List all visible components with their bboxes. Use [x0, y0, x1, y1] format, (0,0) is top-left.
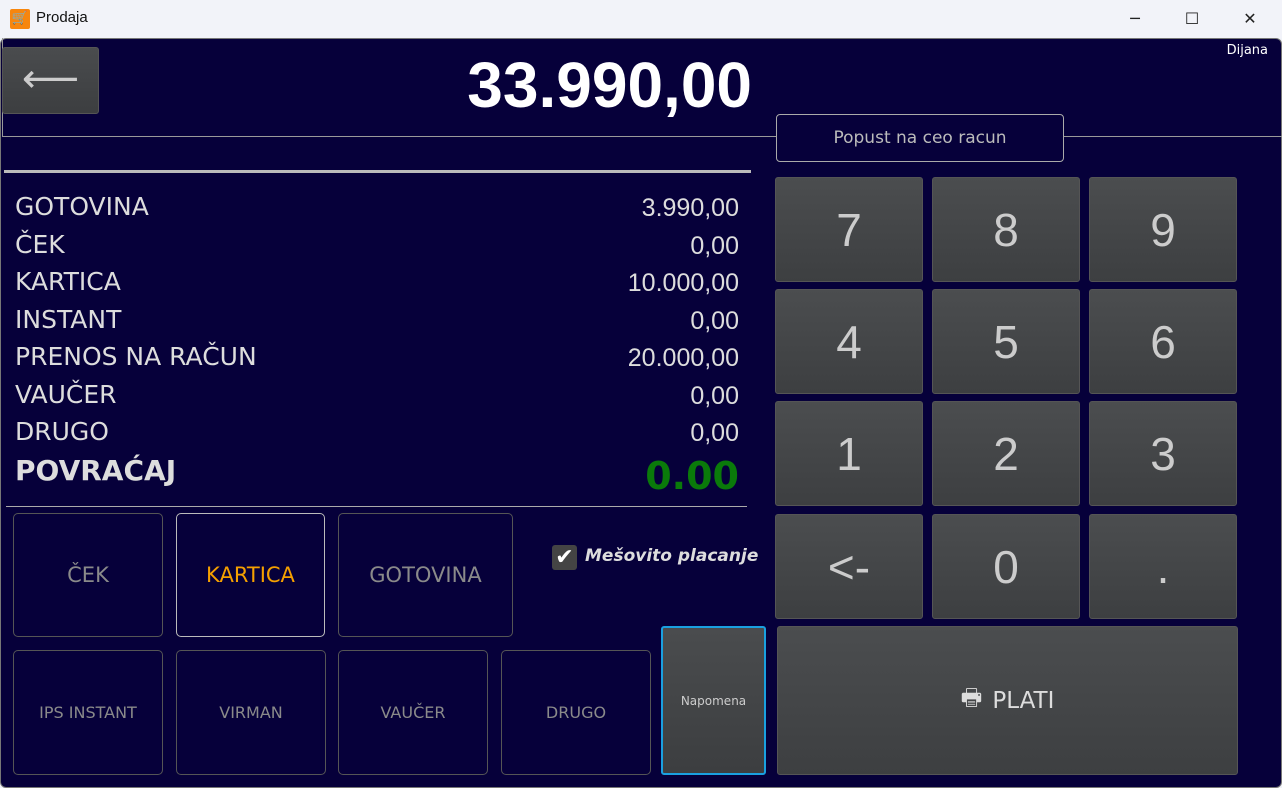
shopping-cart-icon: 🛒: [10, 9, 30, 29]
keypad-key[interactable]: 3: [1089, 401, 1237, 506]
payment-value: 0,00: [690, 419, 739, 447]
back-button[interactable]: ⟵: [2, 47, 99, 114]
keypad-key[interactable]: 1: [775, 401, 923, 506]
mixed-payment-label[interactable]: Mešovito placanje: [585, 546, 759, 566]
keypad-key[interactable]: 8: [932, 177, 1080, 282]
payment-row: KARTICA 10.000,00: [15, 267, 739, 304]
title-bar: 🛒 Prodaja ─ ☐ ✕: [0, 0, 1282, 38]
payment-label: KARTICA: [15, 267, 121, 296]
window-title: Prodaja: [36, 9, 88, 26]
keypad-key[interactable]: .: [1089, 514, 1237, 619]
payment-row: DRUGO 0,00: [15, 417, 739, 454]
payment-value: 0,00: [690, 306, 739, 335]
payment-row: VAUČER 0,00: [15, 380, 739, 417]
mixed-payment-checkbox[interactable]: ✔: [552, 545, 577, 570]
method-button[interactable]: VIRMAN: [176, 650, 326, 775]
payment-value: 0,00: [690, 381, 739, 410]
method-button[interactable]: KARTICA: [176, 513, 325, 637]
printer-icon: 🖶: [960, 685, 983, 711]
payment-label: VAUČER: [15, 379, 117, 409]
method-button[interactable]: IPS INSTANT: [13, 650, 163, 775]
keypad-key[interactable]: 5: [932, 289, 1080, 394]
pay-label: PLATI: [992, 687, 1055, 714]
maximize-button[interactable]: ☐: [1184, 9, 1200, 28]
method-button[interactable]: GOTOVINA: [338, 513, 513, 637]
payment-label: DRUGO: [15, 417, 109, 446]
note-button[interactable]: Napomena: [661, 626, 766, 775]
method-button[interactable]: VAUČER: [338, 650, 488, 775]
keypad-key[interactable]: <-: [775, 514, 923, 619]
payment-label: GOTOVINA: [15, 192, 149, 221]
user-name: Dijana: [1226, 43, 1268, 58]
minimize-button[interactable]: ─: [1130, 9, 1140, 28]
keypad-key[interactable]: 7: [775, 177, 923, 282]
keypad-key[interactable]: 4: [775, 289, 923, 394]
payment-label: INSTANT: [15, 304, 122, 334]
method-button[interactable]: DRUGO: [501, 650, 651, 775]
payment-row: ČEK 0,00: [15, 230, 739, 267]
pay-button[interactable]: 🖶 PLATI: [777, 626, 1238, 775]
divider: [6, 506, 747, 507]
keypad-key[interactable]: 0: [932, 514, 1080, 619]
payment-label: ČEK: [15, 229, 65, 259]
total-amount: 33.990,00: [467, 49, 752, 121]
divider: [1063, 136, 1282, 137]
keypad-key[interactable]: 2: [932, 401, 1080, 506]
payment-row: GOTOVINA 3.990,00: [15, 192, 739, 229]
payment-value: 10.000,00: [627, 269, 739, 297]
method-button[interactable]: ČEK: [13, 513, 163, 637]
change-value: 0.00: [645, 454, 739, 498]
divider: [4, 170, 751, 173]
close-button[interactable]: ✕: [1243, 9, 1257, 28]
keypad-key[interactable]: 6: [1089, 289, 1237, 394]
payment-value: 3.990,00: [641, 194, 739, 222]
payment-value: 20.000,00: [627, 344, 739, 372]
keypad-key[interactable]: 9: [1089, 177, 1237, 282]
discount-button[interactable]: Popust na ceo racun: [776, 114, 1064, 162]
divider: [2, 136, 776, 137]
change-row: POVRAĆAJ 0.00: [15, 454, 739, 498]
payment-row: PRENOS NA RAČUN 20.000,00: [15, 342, 739, 379]
payment-label: PRENOS NA RAČUN: [15, 342, 257, 371]
change-label: POVRAĆAJ: [15, 454, 177, 487]
arrow-left-icon: ⟵: [21, 56, 80, 102]
payment-row: INSTANT 0,00: [15, 305, 739, 342]
payment-value: 0,00: [690, 231, 739, 260]
